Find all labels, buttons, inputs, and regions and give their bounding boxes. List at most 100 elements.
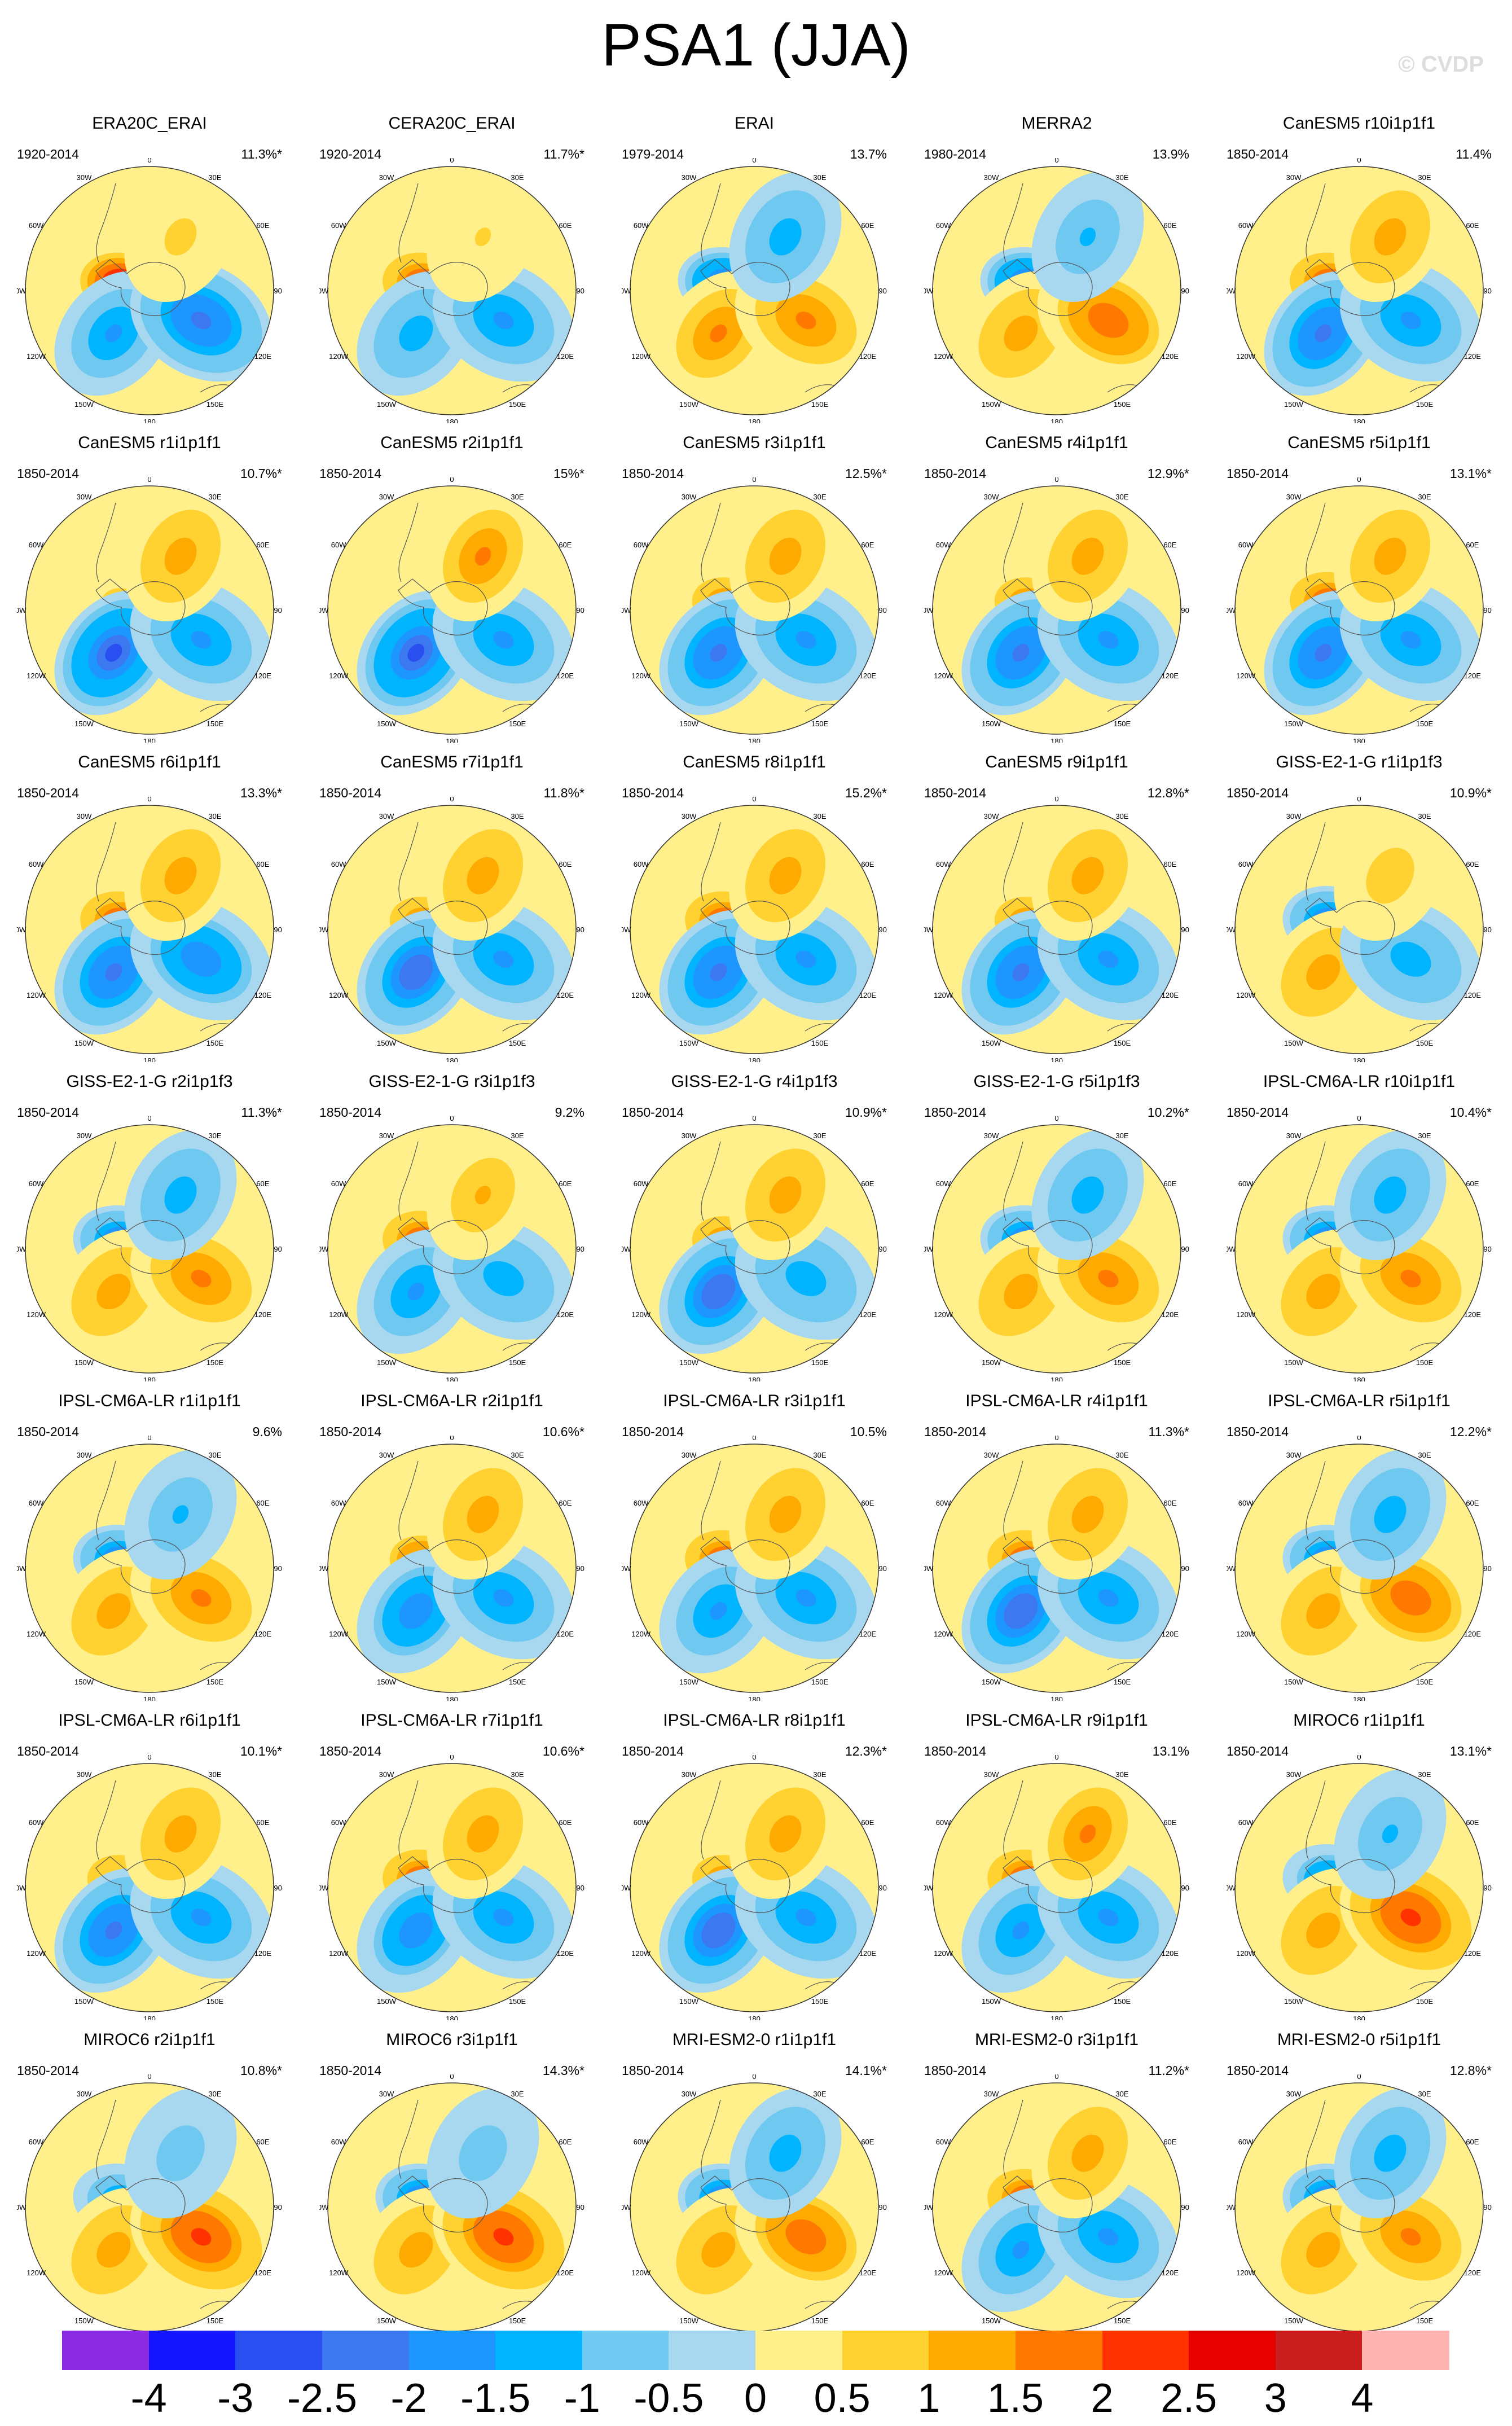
longitude-label: 30W xyxy=(682,1770,697,1779)
anomaly-contour xyxy=(474,2144,491,2163)
panel-title: CanESM5 r4i1p1f1 xyxy=(985,433,1128,452)
longitude-label: 30W xyxy=(682,2090,697,2098)
longitude-label: 30W xyxy=(1286,1131,1302,1140)
longitude-label: 120E xyxy=(1162,991,1179,999)
anomaly-contour xyxy=(191,950,212,968)
longitude-label: 150W xyxy=(74,1678,94,1686)
colorbar xyxy=(62,2331,1449,2370)
longitude-label: 60W xyxy=(29,2138,44,2146)
map-border xyxy=(932,485,1181,735)
longitude-label: 150W xyxy=(982,400,1001,409)
anomaly-contour xyxy=(1079,1505,1096,1524)
anomaly-contour xyxy=(1382,1505,1399,1524)
longitude-label: 120E xyxy=(557,2269,574,2277)
longitude-label: 0 xyxy=(752,1436,756,1442)
polar-map: 030E60E90E120E150E180150W120W90W60W30W xyxy=(924,1116,1189,1381)
coastline xyxy=(1305,1537,1395,1594)
longitude-label: 90E xyxy=(878,2203,887,2212)
longitude-label: 90W xyxy=(319,2203,329,2212)
longitude-label: 90E xyxy=(1483,2203,1492,2212)
anomaly-contour xyxy=(710,2241,727,2259)
map-panel: MRI-ESM2-0 r5i1p1f1 1850-2014 12.8%* 0 30E 60… xyxy=(1210,2012,1509,2340)
panel-percent: 13.3%* xyxy=(240,786,282,800)
coastline xyxy=(1003,898,1093,955)
panel-percent: 11.3%* xyxy=(241,147,282,161)
anomaly-contour xyxy=(407,324,425,343)
longitude-label: 150W xyxy=(74,2317,94,2325)
longitude-label: 0 xyxy=(752,1116,756,1122)
polar-map: 030E60E90E120E150E180150W120W90W60W30W xyxy=(319,2074,584,2340)
anomaly-contour xyxy=(710,1922,727,1940)
coastline xyxy=(398,1537,488,1594)
map-panel: GISS-E2-1-G r5i1p1f3 1850-2014 10.2%* 0 30E 6… xyxy=(907,1054,1206,1381)
longitude-label: 30E xyxy=(1418,1131,1431,1140)
longitude-label: 120E xyxy=(1464,1630,1482,1638)
longitude-label: 120W xyxy=(934,1630,953,1638)
longitude-label: 0 xyxy=(147,477,151,484)
colorbar-tick-label: 1 xyxy=(917,2376,940,2421)
longitude-label: 90W xyxy=(1227,606,1236,615)
longitude-label: 120E xyxy=(1162,672,1179,680)
panel-title: IPSL-CM6A-LR r4i1p1f1 xyxy=(965,1392,1148,1410)
map-border xyxy=(1234,1124,1484,1374)
panel-years: 1979-2014 xyxy=(622,147,684,161)
panel-years: 1850-2014 xyxy=(319,786,381,800)
map-border xyxy=(1234,805,1484,1054)
map-border xyxy=(327,166,577,415)
longitude-label: 60E xyxy=(1466,2138,1479,2146)
longitude-label: 120W xyxy=(27,1310,46,1319)
longitude-label: 180 xyxy=(748,2015,761,2020)
map-border xyxy=(932,805,1181,1054)
longitude-label: 90W xyxy=(17,287,27,295)
longitude-label: 0 xyxy=(147,1436,151,1442)
anomaly-contour xyxy=(1382,2144,1399,2163)
colorbar-tick-label: 2.5 xyxy=(1161,2376,1217,2421)
colorbar-swatch xyxy=(408,2331,496,2370)
colorbar-tick-label: 1.5 xyxy=(987,2376,1044,2421)
longitude-label: 120W xyxy=(631,352,651,361)
longitude-label: 120W xyxy=(934,991,953,999)
longitude-label: 30E xyxy=(813,493,826,501)
anomaly-contour xyxy=(407,1922,425,1940)
panel-years: 1850-2014 xyxy=(1227,1105,1289,1120)
anomaly-contour xyxy=(777,547,794,566)
longitude-label: 30E xyxy=(1115,1770,1128,1779)
longitude-label: 150W xyxy=(982,720,1001,728)
map-border xyxy=(1234,485,1484,735)
coastline xyxy=(1305,1217,1395,1275)
panel-years: 1850-2014 xyxy=(924,786,986,800)
longitude-label: 150E xyxy=(206,1358,224,1367)
map-border xyxy=(1234,1444,1484,1693)
longitude-label: 60E xyxy=(256,1818,269,1827)
colorbar-tick-label: 2 xyxy=(1091,2376,1114,2421)
longitude-label: 90E xyxy=(878,925,887,934)
polar-map: 030E60E90E120E150E180150W120W90W60W30W xyxy=(622,1755,887,2020)
longitude-label: 90W xyxy=(17,606,27,615)
anomaly-contour xyxy=(1315,963,1332,981)
longitude-label: 150E xyxy=(1114,1358,1131,1367)
longitude-label: 180 xyxy=(143,2015,156,2020)
anomaly-contour xyxy=(105,644,122,662)
map-panel: ERAI 1979-2014 13.7% 0 30E 60E 90E 120E 150E 180 1… xyxy=(605,96,904,423)
longitude-label: 90E xyxy=(576,2203,584,2212)
panel-years: 1850-2014 xyxy=(17,2063,79,2078)
longitude-label: 180 xyxy=(748,1376,761,1381)
longitude-label: 30E xyxy=(208,493,221,501)
longitude-label: 120E xyxy=(1162,1310,1179,1319)
longitude-label: 150W xyxy=(74,1039,94,1047)
anomaly-contour xyxy=(191,1909,212,1927)
longitude-label: 60E xyxy=(1163,860,1176,868)
map-panel: IPSL-CM6A-LR r8i1p1f1 1850-2014 12.3%* 0 30E… xyxy=(605,1693,904,2020)
longitude-label: 30E xyxy=(813,1451,826,1459)
polar-map: 030E60E90E120E150E180150W120W90W60W30W xyxy=(1227,797,1492,1062)
coastline xyxy=(700,1217,790,1275)
coastline xyxy=(700,898,790,955)
colorbar-swatch xyxy=(322,2331,409,2370)
anomaly-contour xyxy=(777,866,794,885)
longitude-label: 90E xyxy=(1483,287,1492,295)
longitude-label: 30E xyxy=(511,173,524,182)
longitude-label: 0 xyxy=(1054,477,1058,484)
longitude-label: 60W xyxy=(29,221,44,230)
longitude-label: 30W xyxy=(379,173,394,182)
map-border xyxy=(25,1124,274,1374)
